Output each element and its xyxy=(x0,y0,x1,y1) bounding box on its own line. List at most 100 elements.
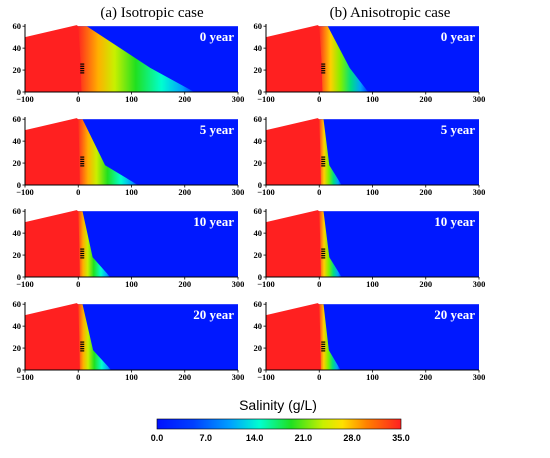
y-tick-label: 60 xyxy=(254,21,263,31)
x-tick-label: 100 xyxy=(366,372,379,382)
well-screen-mark xyxy=(80,255,85,257)
x-tick-label: 200 xyxy=(178,94,191,104)
mixing-zone xyxy=(318,211,342,277)
y-tick-label: 0 xyxy=(17,87,21,97)
colorbar-tick-label: 7.0 xyxy=(200,433,213,443)
x-tick-label: 0 xyxy=(317,372,321,382)
well-screen-mark xyxy=(321,67,326,70)
x-tick-label: 100 xyxy=(125,372,138,382)
well-screen-mark xyxy=(80,70,85,72)
colorbar-tick-label: 0.0 xyxy=(151,433,164,443)
y-tick-label: 0 xyxy=(17,272,21,282)
y-tick-label: 0 xyxy=(17,180,21,190)
column-title-anisotropic: (b) Anisotropic case xyxy=(330,5,451,21)
x-tick-label: 0 xyxy=(76,94,80,104)
well-screen-mark xyxy=(321,257,326,259)
well-screen-mark xyxy=(80,63,85,65)
mixing-zone xyxy=(77,211,111,277)
well-screen-mark xyxy=(321,72,326,74)
well-screen-mark xyxy=(321,163,326,165)
x-tick-label: 200 xyxy=(419,279,432,289)
well-screen-mark xyxy=(321,341,326,343)
y-tick-label: 0 xyxy=(258,180,262,190)
y-tick-label: 60 xyxy=(254,206,263,216)
colorbar-gradient xyxy=(156,418,402,430)
y-tick-label: 0 xyxy=(17,365,21,375)
mixing-zone xyxy=(77,119,138,185)
y-tick-label: 60 xyxy=(13,206,22,216)
x-tick-label: 200 xyxy=(178,279,191,289)
time-label: 10 year xyxy=(193,214,234,229)
well-screen-mark xyxy=(80,165,85,167)
time-label: 20 year xyxy=(193,307,234,322)
x-tick-label: 200 xyxy=(419,94,432,104)
colorbar-title: Salinity (g/L) xyxy=(239,397,317,413)
x-tick-label: −100 xyxy=(257,279,275,289)
x-tick-label: −100 xyxy=(257,372,275,382)
well-screen-mark xyxy=(80,248,85,250)
y-tick-label: 20 xyxy=(254,158,263,168)
well-screen-mark xyxy=(80,343,85,345)
x-tick-label: −100 xyxy=(257,94,275,104)
x-tick-label: 300 xyxy=(232,372,245,382)
y-tick-label: 40 xyxy=(13,43,22,53)
well-screen-mark xyxy=(80,65,85,67)
time-label: 0 year xyxy=(441,29,476,44)
time-label: 5 year xyxy=(441,122,476,137)
x-tick-label: 100 xyxy=(366,94,379,104)
y-tick-label: 20 xyxy=(254,343,263,353)
colorbar-tick-label: 21.0 xyxy=(295,433,313,443)
well-screen-mark xyxy=(80,156,85,158)
seawater-wedge xyxy=(25,303,80,370)
well-screen-mark xyxy=(321,248,326,250)
x-tick-label: 300 xyxy=(232,94,245,104)
x-tick-label: 100 xyxy=(366,187,379,197)
y-tick-label: 40 xyxy=(13,136,22,146)
well-screen-mark xyxy=(80,67,85,70)
freshwater-region xyxy=(78,304,238,370)
mixing-zone xyxy=(318,119,342,185)
colorbar-tick-label: 14.0 xyxy=(246,433,264,443)
well-screen-mark xyxy=(321,350,326,352)
seawater-wedge xyxy=(266,25,323,93)
well-screen-mark xyxy=(321,165,326,167)
x-tick-label: 0 xyxy=(76,279,80,289)
well-screen-mark xyxy=(80,160,85,163)
x-tick-label: 0 xyxy=(317,187,321,197)
y-tick-label: 0 xyxy=(258,365,262,375)
x-tick-label: 100 xyxy=(366,279,379,289)
y-tick-label: 40 xyxy=(13,228,22,238)
well-screen-mark xyxy=(321,343,326,345)
x-tick-label: −100 xyxy=(16,94,34,104)
x-tick-label: 200 xyxy=(178,187,191,197)
y-tick-label: 40 xyxy=(254,321,263,331)
well-screen-mark xyxy=(321,348,326,350)
well-screen-mark xyxy=(321,156,326,158)
y-tick-label: 20 xyxy=(254,250,263,260)
y-tick-label: 20 xyxy=(13,250,22,260)
well-screen-mark xyxy=(80,341,85,343)
mixing-zone xyxy=(77,304,112,370)
mixing-zone xyxy=(318,304,341,370)
colorbar-tick-label: 28.0 xyxy=(343,433,361,443)
well-screen-mark xyxy=(80,252,85,255)
well-screen-mark xyxy=(321,160,326,163)
freshwater-region xyxy=(319,119,479,185)
y-tick-label: 40 xyxy=(254,43,263,53)
y-tick-label: 20 xyxy=(13,343,22,353)
well-screen-mark xyxy=(80,345,85,348)
seawater-wedge xyxy=(25,25,82,93)
y-tick-label: 60 xyxy=(13,21,22,31)
x-tick-label: 200 xyxy=(178,372,191,382)
well-screen-mark xyxy=(80,250,85,252)
x-tick-label: 300 xyxy=(473,372,486,382)
y-tick-label: 40 xyxy=(254,136,263,146)
well-screen-mark xyxy=(321,158,326,160)
seawater-wedge xyxy=(25,118,80,185)
x-tick-label: 300 xyxy=(232,279,245,289)
